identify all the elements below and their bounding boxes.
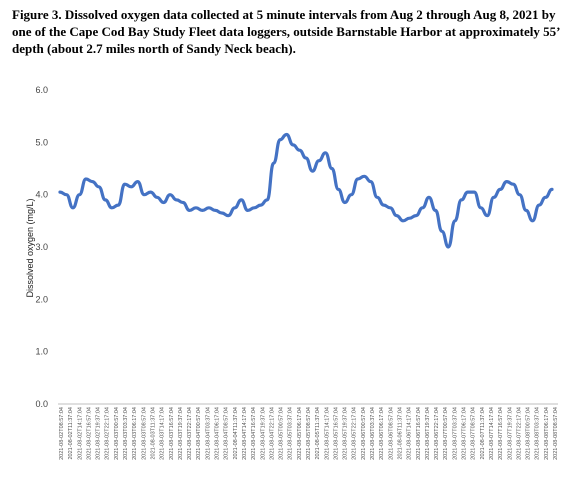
x-tick-label: 2021-08-03T00:57:04: [114, 407, 120, 460]
x-tick-label: 2021-08-06T16:57:04: [416, 407, 422, 460]
x-tick-label: 2021-08-06T06:17:04: [379, 407, 385, 460]
y-axis-label: Dissolved oxygen (mg/L): [25, 198, 35, 297]
dissolved-oxygen-series-line: [58, 132, 554, 249]
x-tick-label: 2021-08-04T03:37:04: [205, 407, 211, 460]
x-tick-label: 2021-08-03T16:57:04: [169, 407, 175, 460]
x-tick-label: 2021-08-05T14:17:04: [324, 407, 330, 460]
x-tick-label: 2021-08-07T08:57:04: [471, 407, 477, 460]
x-tick-label: 2021-08-06T22:17:04: [434, 407, 440, 460]
figure-caption: Figure 3. Dissolved oxygen data collecte…: [12, 7, 560, 56]
x-tick-label: 2021-08-07T11:37:04: [480, 407, 486, 460]
x-tick-label: 2021-08-05T00:57:04: [279, 407, 285, 460]
x-tick-label: 2021-08-04T06:17:04: [215, 407, 221, 460]
x-tick-label: 2021-08-08T00:57:04: [526, 407, 532, 460]
x-tick-label: 2021-08-06T14:17:04: [407, 407, 413, 460]
x-tick-label: 2021-08-03T03:37:04: [123, 407, 129, 460]
x-tick-label: 2021-08-04T14:17:04: [242, 407, 248, 460]
x-tick-label: 2021-08-08T06:17:04: [544, 407, 550, 460]
x-tick-label: 2021-08-07T16:57:04: [498, 407, 504, 460]
x-tick-label: 2021-08-05T03:37:04: [288, 407, 294, 460]
x-tick-label: 2021-08-05T11:37:04: [315, 407, 321, 460]
x-tick-label: 2021-08-04T19:37:04: [260, 407, 266, 460]
x-tick-label: 2021-08-05T08:57:04: [306, 407, 312, 460]
x-axis-ticks: 2021-08-02T08:57:04 2021-08-02T11:37:04 20…: [59, 407, 559, 460]
x-tick-label: 2021-08-07T03:37:04: [452, 407, 458, 460]
x-tick-label: 2021-08-05T16:57:04: [333, 407, 339, 460]
x-tick-label: 2021-08-06T08:57:04: [388, 407, 394, 460]
x-tick-label: 2021-08-07T19:37:04: [507, 407, 513, 460]
x-tick-label: 2021-08-03T08:57:04: [141, 407, 147, 460]
x-tick-label: 2021-08-08T08:57:04: [553, 407, 559, 460]
x-tick-label: 2021-08-07T22:17:04: [516, 407, 522, 460]
x-tick-label: 2021-08-08T03:37:04: [535, 407, 541, 460]
y-tick-label: 6.0: [35, 85, 48, 95]
x-tick-label: 2021-08-05T22:17:04: [352, 407, 358, 460]
y-tick-label: 0.0: [35, 399, 48, 409]
x-tick-label: 2021-08-06T00:57:04: [361, 407, 367, 460]
x-tick-label: 2021-08-05T06:17:04: [297, 407, 303, 460]
x-tick-label: 2021-08-04T11:37:04: [233, 407, 239, 460]
x-tick-label: 2021-08-03T14:17:04: [160, 407, 166, 460]
x-tick-label: 2021-08-02T16:57:04: [86, 407, 92, 460]
x-tick-label: 2021-08-02T14:17:04: [77, 407, 83, 460]
y-tick-label: 2.0: [35, 294, 48, 304]
x-tick-label: 2021-08-06T03:37:04: [370, 407, 376, 460]
x-tick-label: 2021-08-06T19:37:04: [425, 407, 431, 460]
x-tick-label: 2021-08-07T06:17:04: [462, 407, 468, 460]
x-tick-label: 2021-08-02T11:37:04: [68, 407, 74, 460]
x-tick-label: 2021-08-04T16:57:04: [251, 407, 257, 460]
y-tick-label: 4.0: [35, 190, 48, 200]
x-tick-label: 2021-08-03T11:37:04: [150, 407, 156, 460]
x-tick-label: 2021-08-03T06:17:04: [132, 407, 138, 460]
y-tick-label: 1.0: [35, 347, 48, 357]
x-tick-label: 2021-08-03T19:37:04: [178, 407, 184, 460]
x-tick-label: 2021-08-04T08:57:04: [224, 407, 230, 460]
x-tick-label: 2021-08-04T00:57:04: [196, 407, 202, 460]
x-tick-label: 2021-08-04T22:17:04: [269, 407, 275, 460]
y-axis-ticks: 0.0 1.0 2.0 3.0 4.0 5.0 6.0: [35, 85, 48, 409]
y-tick-label: 5.0: [35, 137, 48, 147]
x-tick-label: 2021-08-02T08:57:04: [59, 407, 65, 460]
x-tick-label: 2021-08-05T19:37:04: [343, 407, 349, 460]
x-tick-label: 2021-08-07T00:57:04: [443, 407, 449, 460]
x-tick-label: 2021-08-02T19:37:04: [96, 407, 102, 460]
x-tick-label: 2021-08-07T14:17:04: [489, 407, 495, 460]
x-tick-label: 2021-08-02T22:17:04: [105, 407, 111, 460]
y-tick-label: 3.0: [35, 242, 48, 252]
x-tick-label: 2021-08-06T11:37:04: [397, 407, 403, 460]
x-tick-label: 2021-08-03T22:17:04: [187, 407, 193, 460]
